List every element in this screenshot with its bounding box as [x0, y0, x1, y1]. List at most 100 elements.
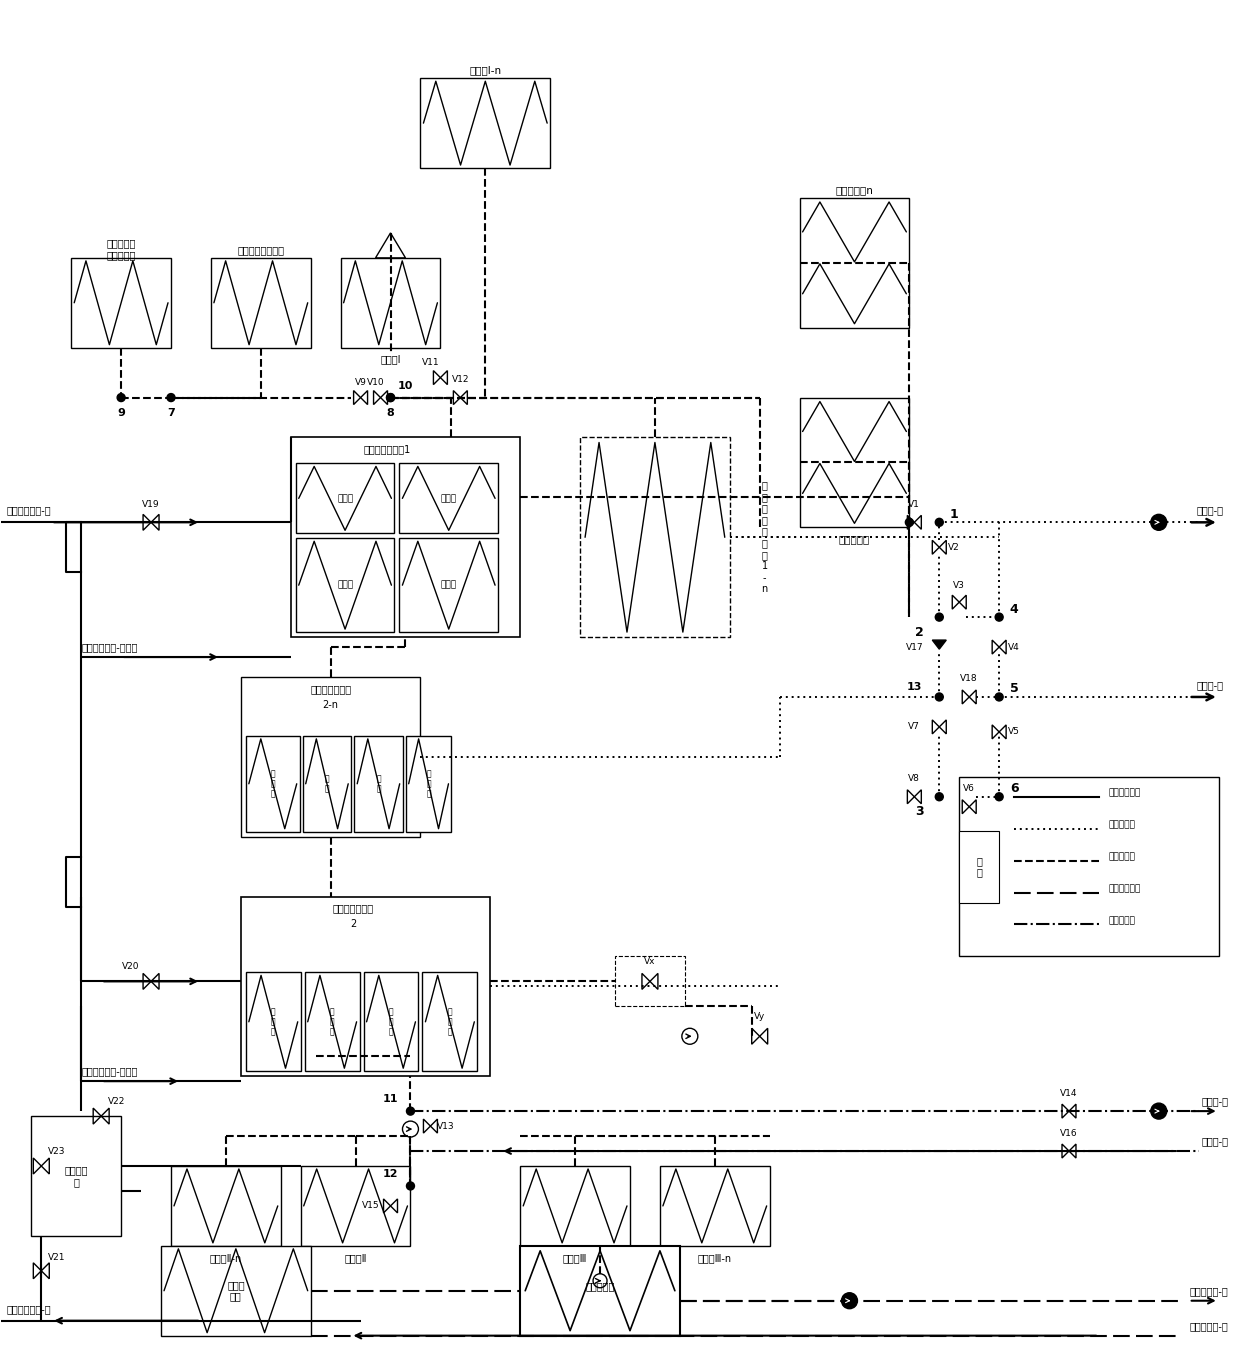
Text: V8: V8: [909, 775, 920, 783]
Bar: [420, 79, 551, 168]
Text: V9: V9: [355, 379, 367, 387]
Text: 汽水换热
器: 汽水换热 器: [64, 1166, 88, 1187]
Bar: [660, 1166, 770, 1246]
Bar: [800, 198, 909, 328]
Text: V3: V3: [954, 581, 965, 590]
Circle shape: [935, 613, 944, 622]
Text: 8: 8: [387, 407, 394, 418]
Text: 溶液再冷器: 溶液再冷器: [585, 1281, 615, 1291]
Text: 热回收装置: 热回收装置: [107, 250, 136, 261]
Bar: [290, 437, 521, 636]
Bar: [800, 398, 909, 528]
Circle shape: [387, 394, 394, 402]
Bar: [399, 539, 498, 632]
Text: 10: 10: [398, 380, 413, 391]
Text: 外部驱动热源-回: 外部驱动热源-回: [6, 1304, 51, 1314]
Text: 供热水管路: 供热水管路: [1109, 916, 1136, 925]
Text: 吸收式热泵机组: 吸收式热泵机组: [310, 684, 351, 693]
Text: V14: V14: [1060, 1088, 1078, 1098]
Bar: [960, 776, 1219, 957]
Text: 吸收式热泵机组1: 吸收式热泵机组1: [363, 445, 410, 455]
Text: 冷却塔Ⅰ: 冷却塔Ⅰ: [381, 354, 401, 365]
Text: 低压蒸汽管路: 低压蒸汽管路: [1109, 788, 1141, 798]
Text: 9: 9: [118, 407, 125, 418]
Text: 供热水-供: 供热水-供: [1202, 1136, 1229, 1147]
Text: V17: V17: [905, 643, 923, 651]
Polygon shape: [932, 641, 946, 649]
Text: 1: 1: [950, 508, 959, 521]
Text: V4: V4: [1008, 643, 1021, 651]
Text: 发生器: 发生器: [337, 581, 353, 590]
Text: 溶液再
生器: 溶液再 生器: [227, 1280, 244, 1301]
Text: 矿井水地热回收器: 矿井水地热回收器: [237, 244, 284, 255]
Bar: [303, 735, 351, 832]
Text: 除湿浓溶液-供: 除湿浓溶液-供: [1190, 1285, 1229, 1296]
Text: 吸
收
式
热
泵
机
组
1
-
n: 吸 收 式 热 泵 机 组 1 - n: [761, 480, 768, 594]
Text: V18: V18: [961, 674, 978, 684]
Bar: [305, 973, 360, 1071]
Text: V22: V22: [108, 1096, 125, 1106]
Text: 冷
凝: 冷 凝: [325, 773, 330, 794]
Bar: [341, 258, 440, 347]
Text: 12: 12: [383, 1168, 398, 1179]
Bar: [580, 437, 730, 636]
Bar: [615, 957, 684, 1007]
Text: Vy: Vy: [754, 1012, 765, 1020]
Circle shape: [1151, 1103, 1167, 1120]
Text: 冷冻水管路: 冷冻水管路: [1109, 820, 1136, 829]
Text: 冷却塔Ⅱ-n: 冷却塔Ⅱ-n: [210, 1253, 242, 1263]
Text: V1: V1: [909, 499, 920, 509]
Text: V21: V21: [47, 1254, 64, 1262]
Text: 吸
收: 吸 收: [376, 773, 381, 794]
Text: V19: V19: [143, 499, 160, 509]
Bar: [295, 539, 394, 632]
Bar: [241, 677, 420, 837]
Text: Vx: Vx: [645, 957, 656, 966]
Circle shape: [935, 693, 944, 702]
Text: 冷
凝
器: 冷 凝 器: [330, 1007, 335, 1037]
Text: 2: 2: [350, 920, 356, 930]
Text: 除湿溶液管路: 除湿溶液管路: [1109, 883, 1141, 893]
Circle shape: [407, 1182, 414, 1190]
Circle shape: [935, 792, 944, 801]
Circle shape: [996, 792, 1003, 801]
Text: 冷冻水-回: 冷冻水-回: [1197, 505, 1224, 516]
Circle shape: [387, 394, 394, 402]
Text: 除湿稀溶液-回: 除湿稀溶液-回: [1190, 1320, 1229, 1331]
Text: 11: 11: [383, 1094, 398, 1105]
Text: 3: 3: [915, 805, 924, 818]
Text: 冷却塔Ⅰ-n: 冷却塔Ⅰ-n: [469, 65, 501, 75]
Bar: [521, 1246, 680, 1335]
Text: V16: V16: [1060, 1129, 1078, 1137]
Text: V2: V2: [949, 543, 960, 552]
Text: 蒸
发
器: 蒸 发 器: [427, 769, 430, 799]
Text: V7: V7: [909, 722, 920, 731]
Bar: [171, 1166, 280, 1246]
Text: 冷冻水-供: 冷冻水-供: [1197, 680, 1224, 689]
Text: 图
例: 图 例: [976, 856, 982, 878]
Bar: [211, 258, 311, 347]
Text: V20: V20: [123, 962, 140, 970]
Text: 发
生
器: 发 生 器: [270, 769, 275, 799]
Polygon shape: [376, 233, 405, 258]
Text: 蒸
发
器: 蒸 发 器: [448, 1007, 453, 1037]
Bar: [363, 973, 418, 1071]
Text: 外部驱动热源-供: 外部驱动热源-供: [6, 505, 51, 516]
Text: V10: V10: [367, 379, 384, 387]
Text: 6: 6: [1009, 782, 1018, 795]
Bar: [521, 1166, 630, 1246]
Text: V13: V13: [436, 1122, 454, 1130]
Text: V12: V12: [451, 375, 469, 384]
Text: 内部驱动热源-凝水出: 内部驱动热源-凝水出: [81, 642, 138, 653]
Circle shape: [842, 1293, 858, 1308]
Text: 蒸发器: 蒸发器: [440, 581, 456, 590]
Bar: [71, 258, 171, 347]
Text: 矿井排风废: 矿井排风废: [107, 237, 136, 248]
Text: 内部驱动热源-凝水出: 内部驱动热源-凝水出: [81, 1067, 138, 1076]
Bar: [399, 464, 498, 533]
Text: 冷却塔Ⅲ-n: 冷却塔Ⅲ-n: [698, 1253, 732, 1263]
Text: 风冷换热器n: 风冷换热器n: [836, 185, 873, 195]
Text: 吸收式热泵机组: 吸收式热泵机组: [332, 904, 373, 913]
Bar: [161, 1246, 311, 1335]
Bar: [405, 735, 451, 832]
